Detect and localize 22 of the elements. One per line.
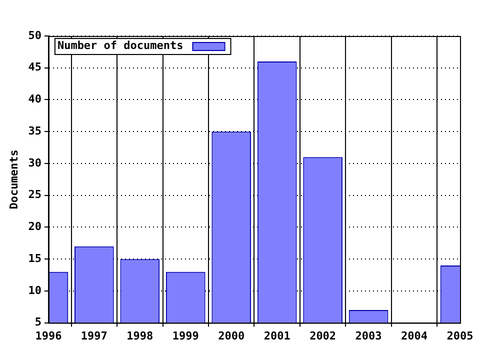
x-tick-label: 1997 [80,329,108,342]
x-tick-label: 2003 [355,329,382,342]
legend-label: Number of documents [57,38,184,52]
x-tick-label: 1998 [126,329,154,342]
y-tick-label: 50 [28,28,42,42]
y-tick-label: 25 [28,188,42,202]
x-tick-label: 1996 [35,329,62,342]
x-tick-label: 2000 [218,329,245,342]
x-tick-label: 2001 [264,329,291,342]
y-tick-label: 35 [28,124,42,138]
y-tick-label: 30 [28,156,42,170]
y-tick-label: 5 [34,316,42,329]
x-tick-label: 1999 [172,329,199,342]
x-tick-label: 2004 [401,329,428,342]
x-tick-label: 2002 [310,329,336,342]
x-tick-label: 2005 [446,329,474,342]
y-tick-label: 10 [28,284,42,297]
y-tick-label: 20 [28,220,42,234]
y-tick-label: 40 [28,92,42,106]
y-tick-label: 15 [28,252,42,265]
y-tick-label: 45 [28,60,42,74]
y-axis-title: Documents [7,150,20,210]
